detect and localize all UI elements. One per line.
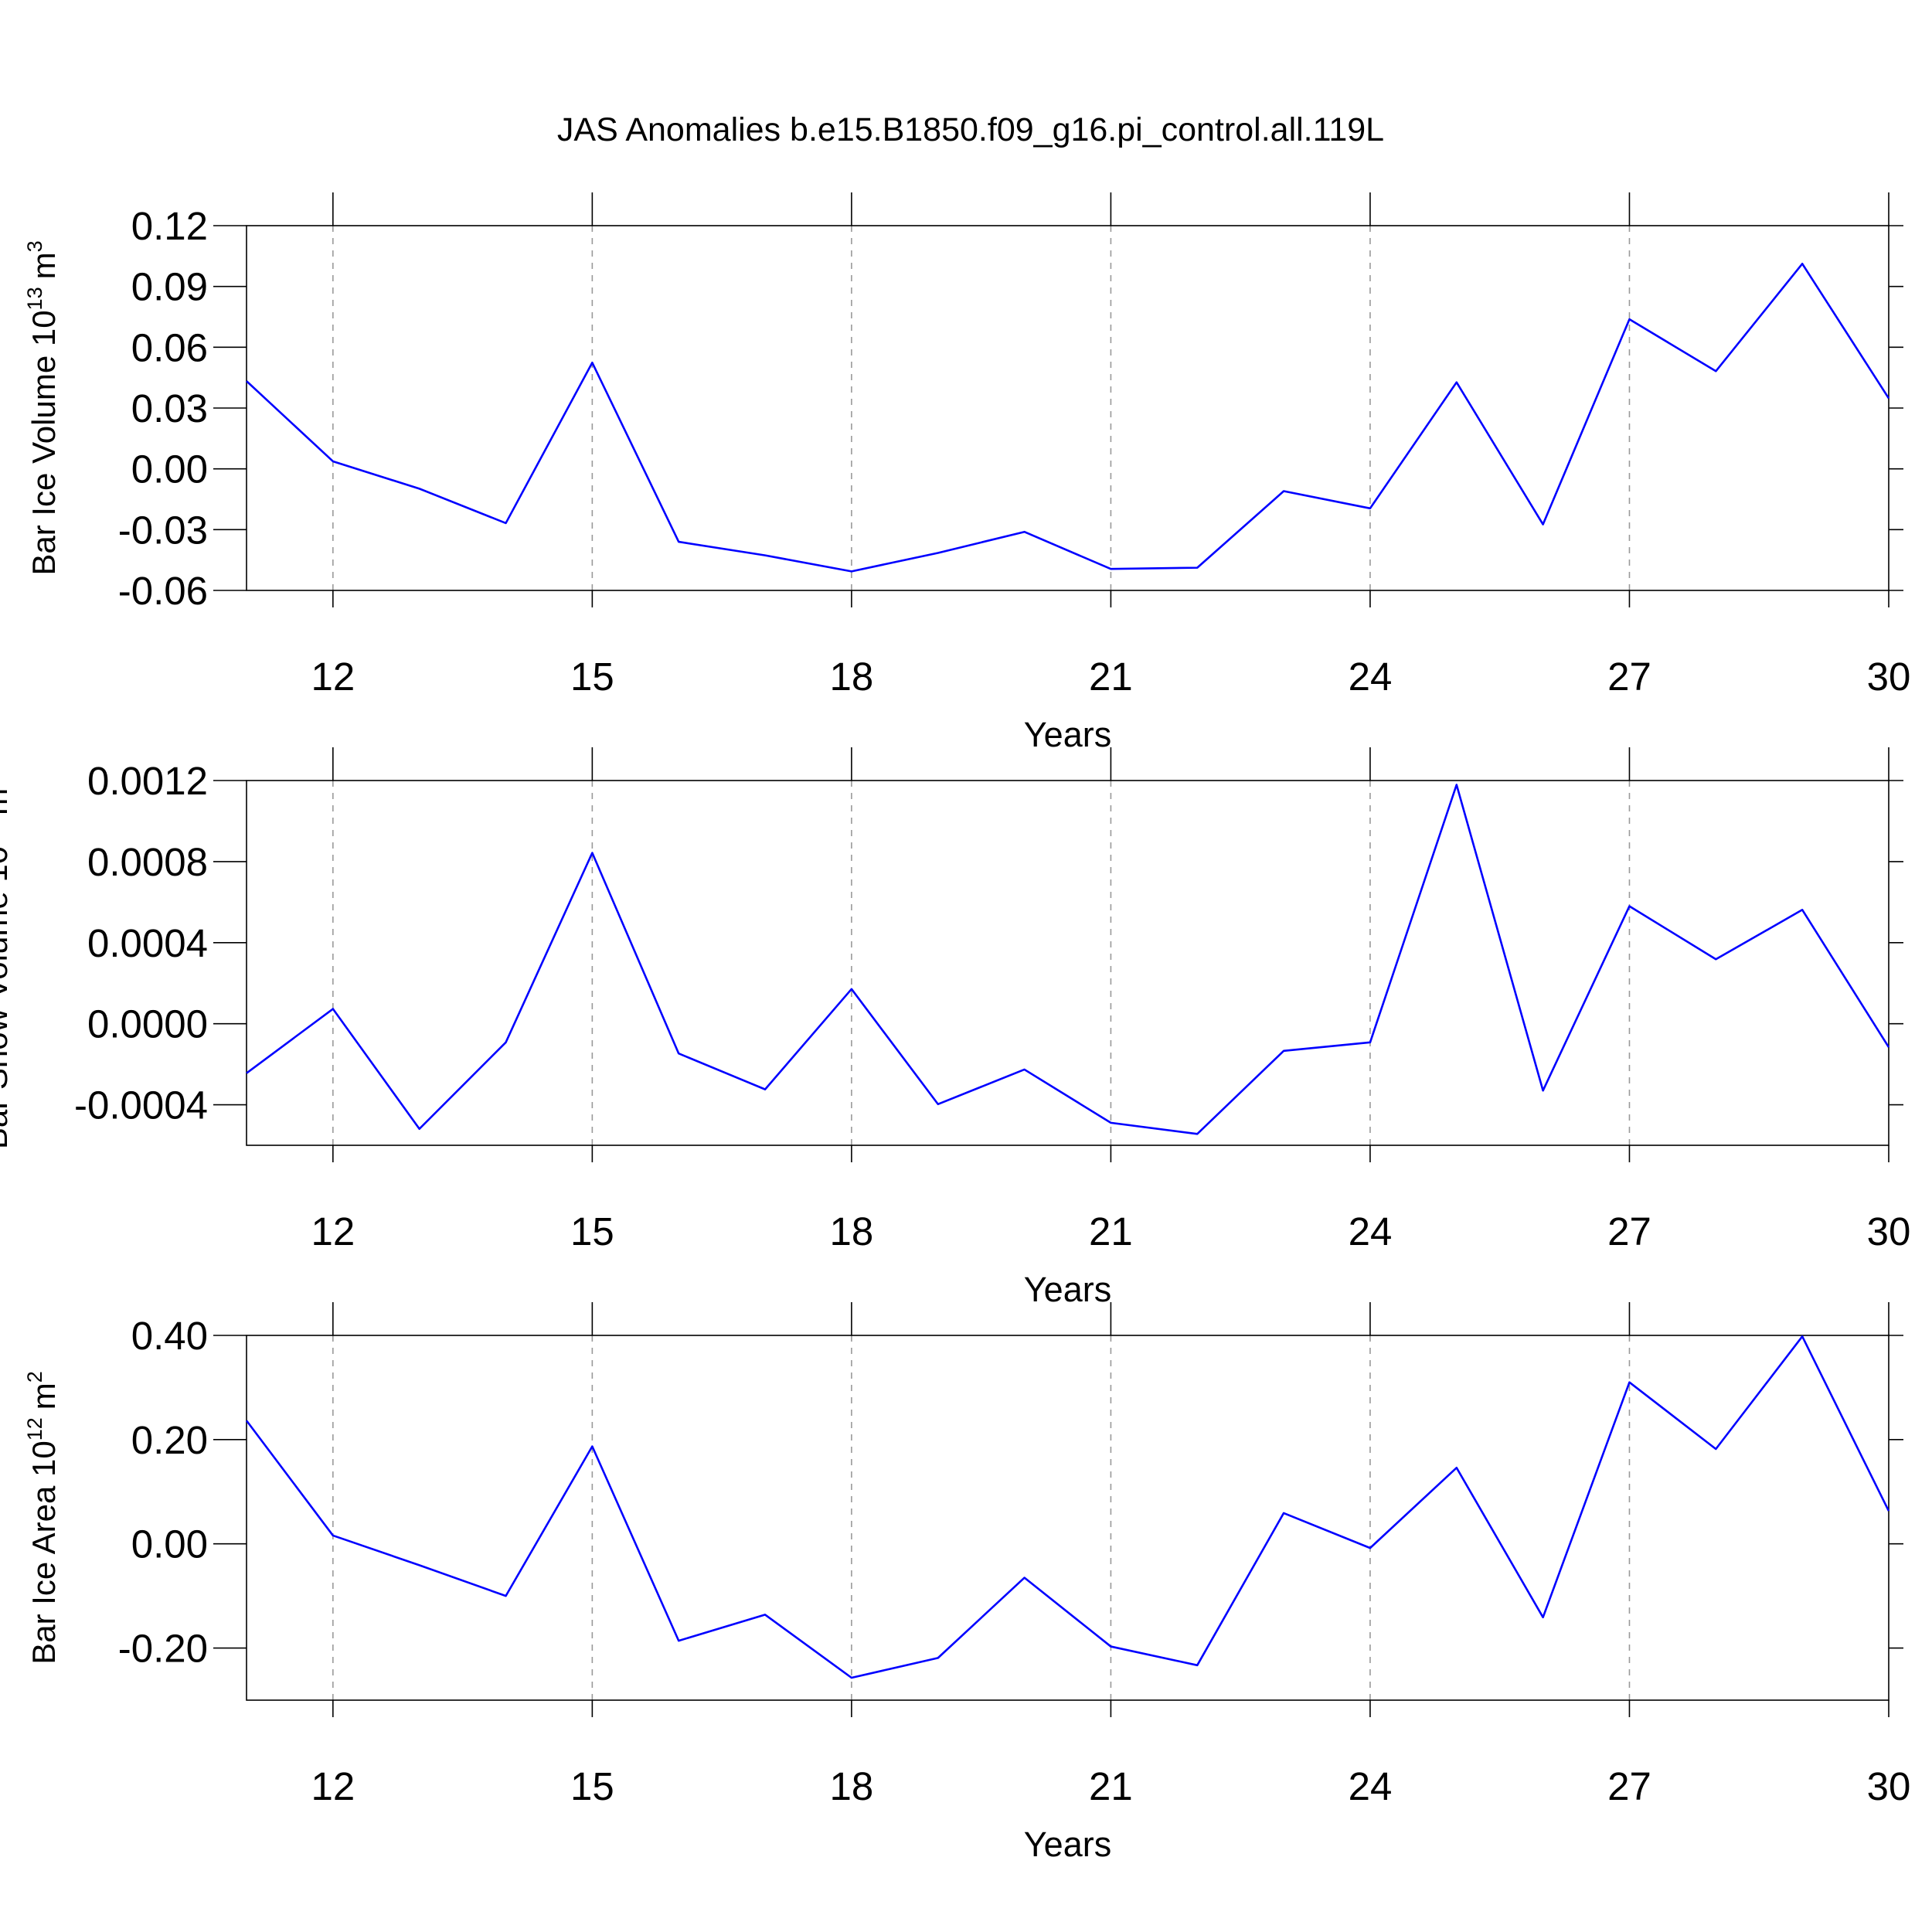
figure-title: JAS Anomalies b.e15.B1850.f09_g16.pi_con…: [557, 111, 1384, 148]
y-tick-label: 0.06: [131, 325, 208, 369]
x-tick-label: 18: [830, 1209, 874, 1253]
data-line: [246, 784, 1890, 1135]
x-tick-label: 12: [311, 1209, 355, 1253]
y-tick-label: 0.40: [131, 1314, 208, 1358]
plot-frame: [246, 225, 1889, 591]
y-axis-label-base: Bar Ice Area 10: [26, 1440, 62, 1665]
y-axis-label-unit-exponent: 2: [23, 1371, 46, 1383]
x-tick-label: 15: [570, 1764, 614, 1808]
y-axis-label-unit-exponent: 3: [23, 240, 46, 252]
y-axis-label: Bar Ice Volume 1013 m3: [23, 240, 62, 575]
y-tick-label: -0.20: [118, 1627, 208, 1671]
x-tick-label: 21: [1089, 655, 1133, 699]
y-axis-label-unit: m: [26, 1383, 62, 1410]
y-axis-label: Bar Snow Volume 1013m3: [0, 777, 14, 1149]
y-tick-label: 0.0008: [87, 840, 208, 884]
plot-frame: [246, 1335, 1889, 1701]
x-tick-label: 21: [1089, 1764, 1133, 1808]
x-tick-label: 24: [1349, 655, 1393, 699]
y-tick-label: 0.03: [131, 386, 208, 430]
x-tick-label: 30: [1867, 1764, 1911, 1808]
x-tick-label: 15: [570, 655, 614, 699]
x-axis-label: Years: [1024, 1825, 1111, 1864]
y-tick-label: -0.0004: [74, 1083, 208, 1128]
x-tick-label: 21: [1089, 1209, 1133, 1253]
x-tick-label: 27: [1607, 655, 1651, 699]
x-tick-label: 24: [1349, 1209, 1393, 1253]
x-tick-label: 27: [1607, 1209, 1651, 1253]
y-axis-label-exponent: 13: [23, 287, 46, 310]
y-axis-label-base: Bar Ice Volume 10: [26, 310, 62, 575]
x-tick-label: 18: [830, 1764, 874, 1808]
x-tick-label: 18: [830, 655, 874, 699]
y-tick-label: 0.00: [131, 1522, 208, 1566]
y-tick-label: 0.0004: [87, 921, 208, 965]
data-line: [245, 1335, 1890, 1679]
y-tick-label: 0.0012: [87, 759, 208, 803]
y-tick-label: -0.03: [118, 508, 208, 552]
y-axis-label-unit: m: [0, 788, 14, 815]
x-axis-label: Years: [1024, 715, 1111, 754]
y-tick-label: 0.00: [131, 447, 208, 492]
x-tick-label: 12: [311, 1764, 355, 1808]
y-tick-label: 0.20: [131, 1418, 208, 1462]
data-line: [246, 263, 1890, 573]
x-tick-label: 15: [570, 1209, 614, 1253]
y-tick-label: 0.0000: [87, 1002, 208, 1046]
x-tick-label: 24: [1349, 1764, 1393, 1808]
y-axis-label-base: Bar Snow Volume 10: [0, 846, 14, 1149]
plot-frame: [246, 780, 1889, 1146]
y-axis-label-unit: m: [26, 252, 62, 279]
y-tick-label: 0.09: [131, 265, 208, 309]
x-tick-label: 30: [1867, 655, 1911, 699]
x-tick-label: 30: [1867, 1209, 1911, 1253]
y-tick-label: 0.12: [131, 204, 208, 248]
y-tick-label: -0.06: [118, 569, 208, 613]
x-axis-label: Years: [1024, 1270, 1111, 1309]
y-axis-label: Bar Ice Area 1012 m2: [23, 1371, 62, 1665]
x-tick-label: 12: [311, 655, 355, 699]
x-tick-label: 27: [1607, 1764, 1651, 1808]
y-axis-label-exponent: 12: [23, 1417, 46, 1440]
